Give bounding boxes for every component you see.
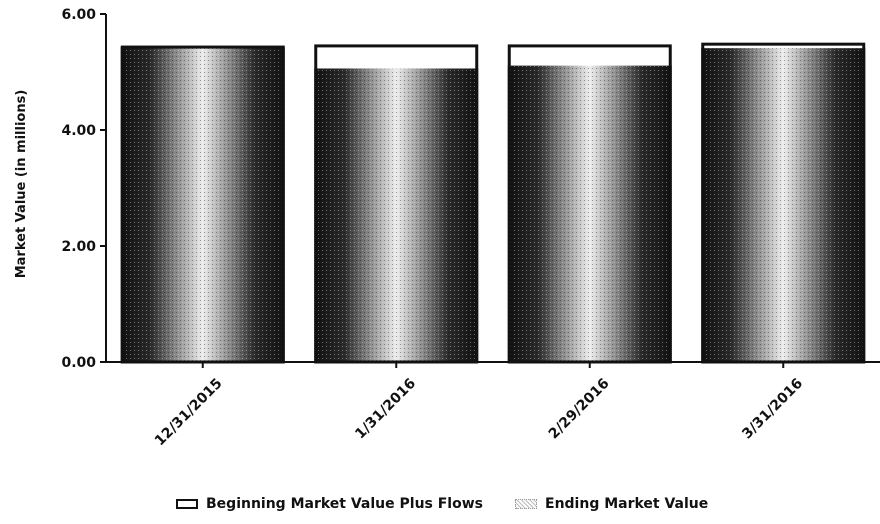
y-axis-title: Market Value (in millions) (14, 90, 29, 279)
legend-swatch-outline (176, 499, 198, 509)
y-tick-label: 2.00 (61, 239, 96, 255)
bar-texture (701, 48, 866, 362)
legend-item-ending: Ending Market Value (515, 496, 708, 512)
y-tick-label: 0.00 (61, 355, 96, 371)
bars (120, 42, 866, 364)
legend: Beginning Market Value Plus Flows Ending… (176, 496, 740, 512)
y-tick-label: 4.00 (61, 123, 96, 139)
x-tick-label: 1/31/2016 (352, 376, 419, 443)
legend-swatch-fill (515, 499, 537, 509)
x-tick-label: 3/31/2016 (739, 376, 806, 443)
x-tick-label: 12/31/2015 (152, 376, 226, 450)
bar-texture (120, 47, 285, 363)
bar-texture (314, 68, 479, 363)
legend-item-beginning: Beginning Market Value Plus Flows (176, 496, 483, 512)
x-tick-label: 2/29/2016 (546, 376, 613, 443)
legend-label-beginning: Beginning Market Value Plus Flows (206, 496, 483, 512)
x-axis: 12/31/2015 1/31/2016 2/29/2016 3/31/2016 (152, 362, 806, 449)
bar-texture (507, 65, 672, 363)
legend-label-ending: Ending Market Value (545, 496, 709, 512)
y-tick-label: 6.00 (61, 7, 96, 23)
y-axis: 0.00 2.00 4.00 6.00 (61, 7, 106, 371)
